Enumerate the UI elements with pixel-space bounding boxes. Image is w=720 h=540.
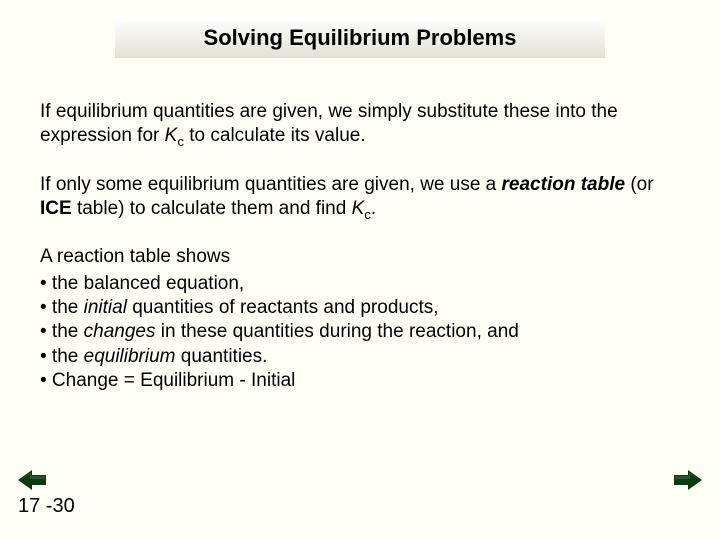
body-text: If equilibrium quantities are given, we … [40,100,680,393]
next-slide-button[interactable] [674,470,702,490]
p1-text-post: to calculate its value. [184,125,366,146]
bullet-3: • the changes in these quantities during… [40,320,680,344]
p2-post1: table) to calculate them and find [72,198,352,219]
bullet-2: • the initial quantities of reactants an… [40,296,680,320]
slide-number: 17 -30 [18,495,75,518]
bullet-5: • Change = Equilibrium - Initial [40,369,680,393]
paragraph-2: If only some equilibrium quantities are … [40,173,680,222]
paragraph-1: If equilibrium quantities are given, we … [40,100,680,149]
b3-em: changes [84,321,156,342]
arrow-left-icon [18,470,46,490]
slide: Solving Equilibrium Problems If equilibr… [0,0,720,540]
arrow-right-icon [674,470,702,490]
p2-text-pre: If only some equilibrium quantities are … [40,174,502,195]
bullet-4: • the equilibrium quantities. [40,345,680,369]
b4-post: quantities. [176,346,268,367]
p2-k: K [352,198,365,219]
p2-post2: . [371,198,376,219]
p1-ksub: c [177,134,184,149]
bullet-list: • the balanced equation, • the initial q… [40,272,680,394]
p2-ksub: c [364,207,371,222]
prev-slide-button[interactable] [18,470,46,490]
b2-pre: • the [40,297,84,318]
p3-lead: A reaction table shows [40,245,680,269]
b4-pre: • the [40,346,84,367]
paragraph-3: A reaction table shows • the balanced eq… [40,245,680,393]
b3-post: in these quantities during the reaction,… [155,321,518,342]
title-box: Solving Equilibrium Problems [115,18,605,58]
p2-ice: ICE [40,198,72,219]
b4-em: equilibrium [84,346,176,367]
p1-k: K [165,125,178,146]
b3-pre: • the [40,321,84,342]
bullet-1: • the balanced equation, [40,272,680,296]
b2-em: initial [84,297,127,318]
p2-reaction-table: reaction table [502,174,626,195]
p2-mid: (or [625,174,654,195]
b2-post: quantities of reactants and products, [127,297,439,318]
slide-title: Solving Equilibrium Problems [204,25,517,51]
